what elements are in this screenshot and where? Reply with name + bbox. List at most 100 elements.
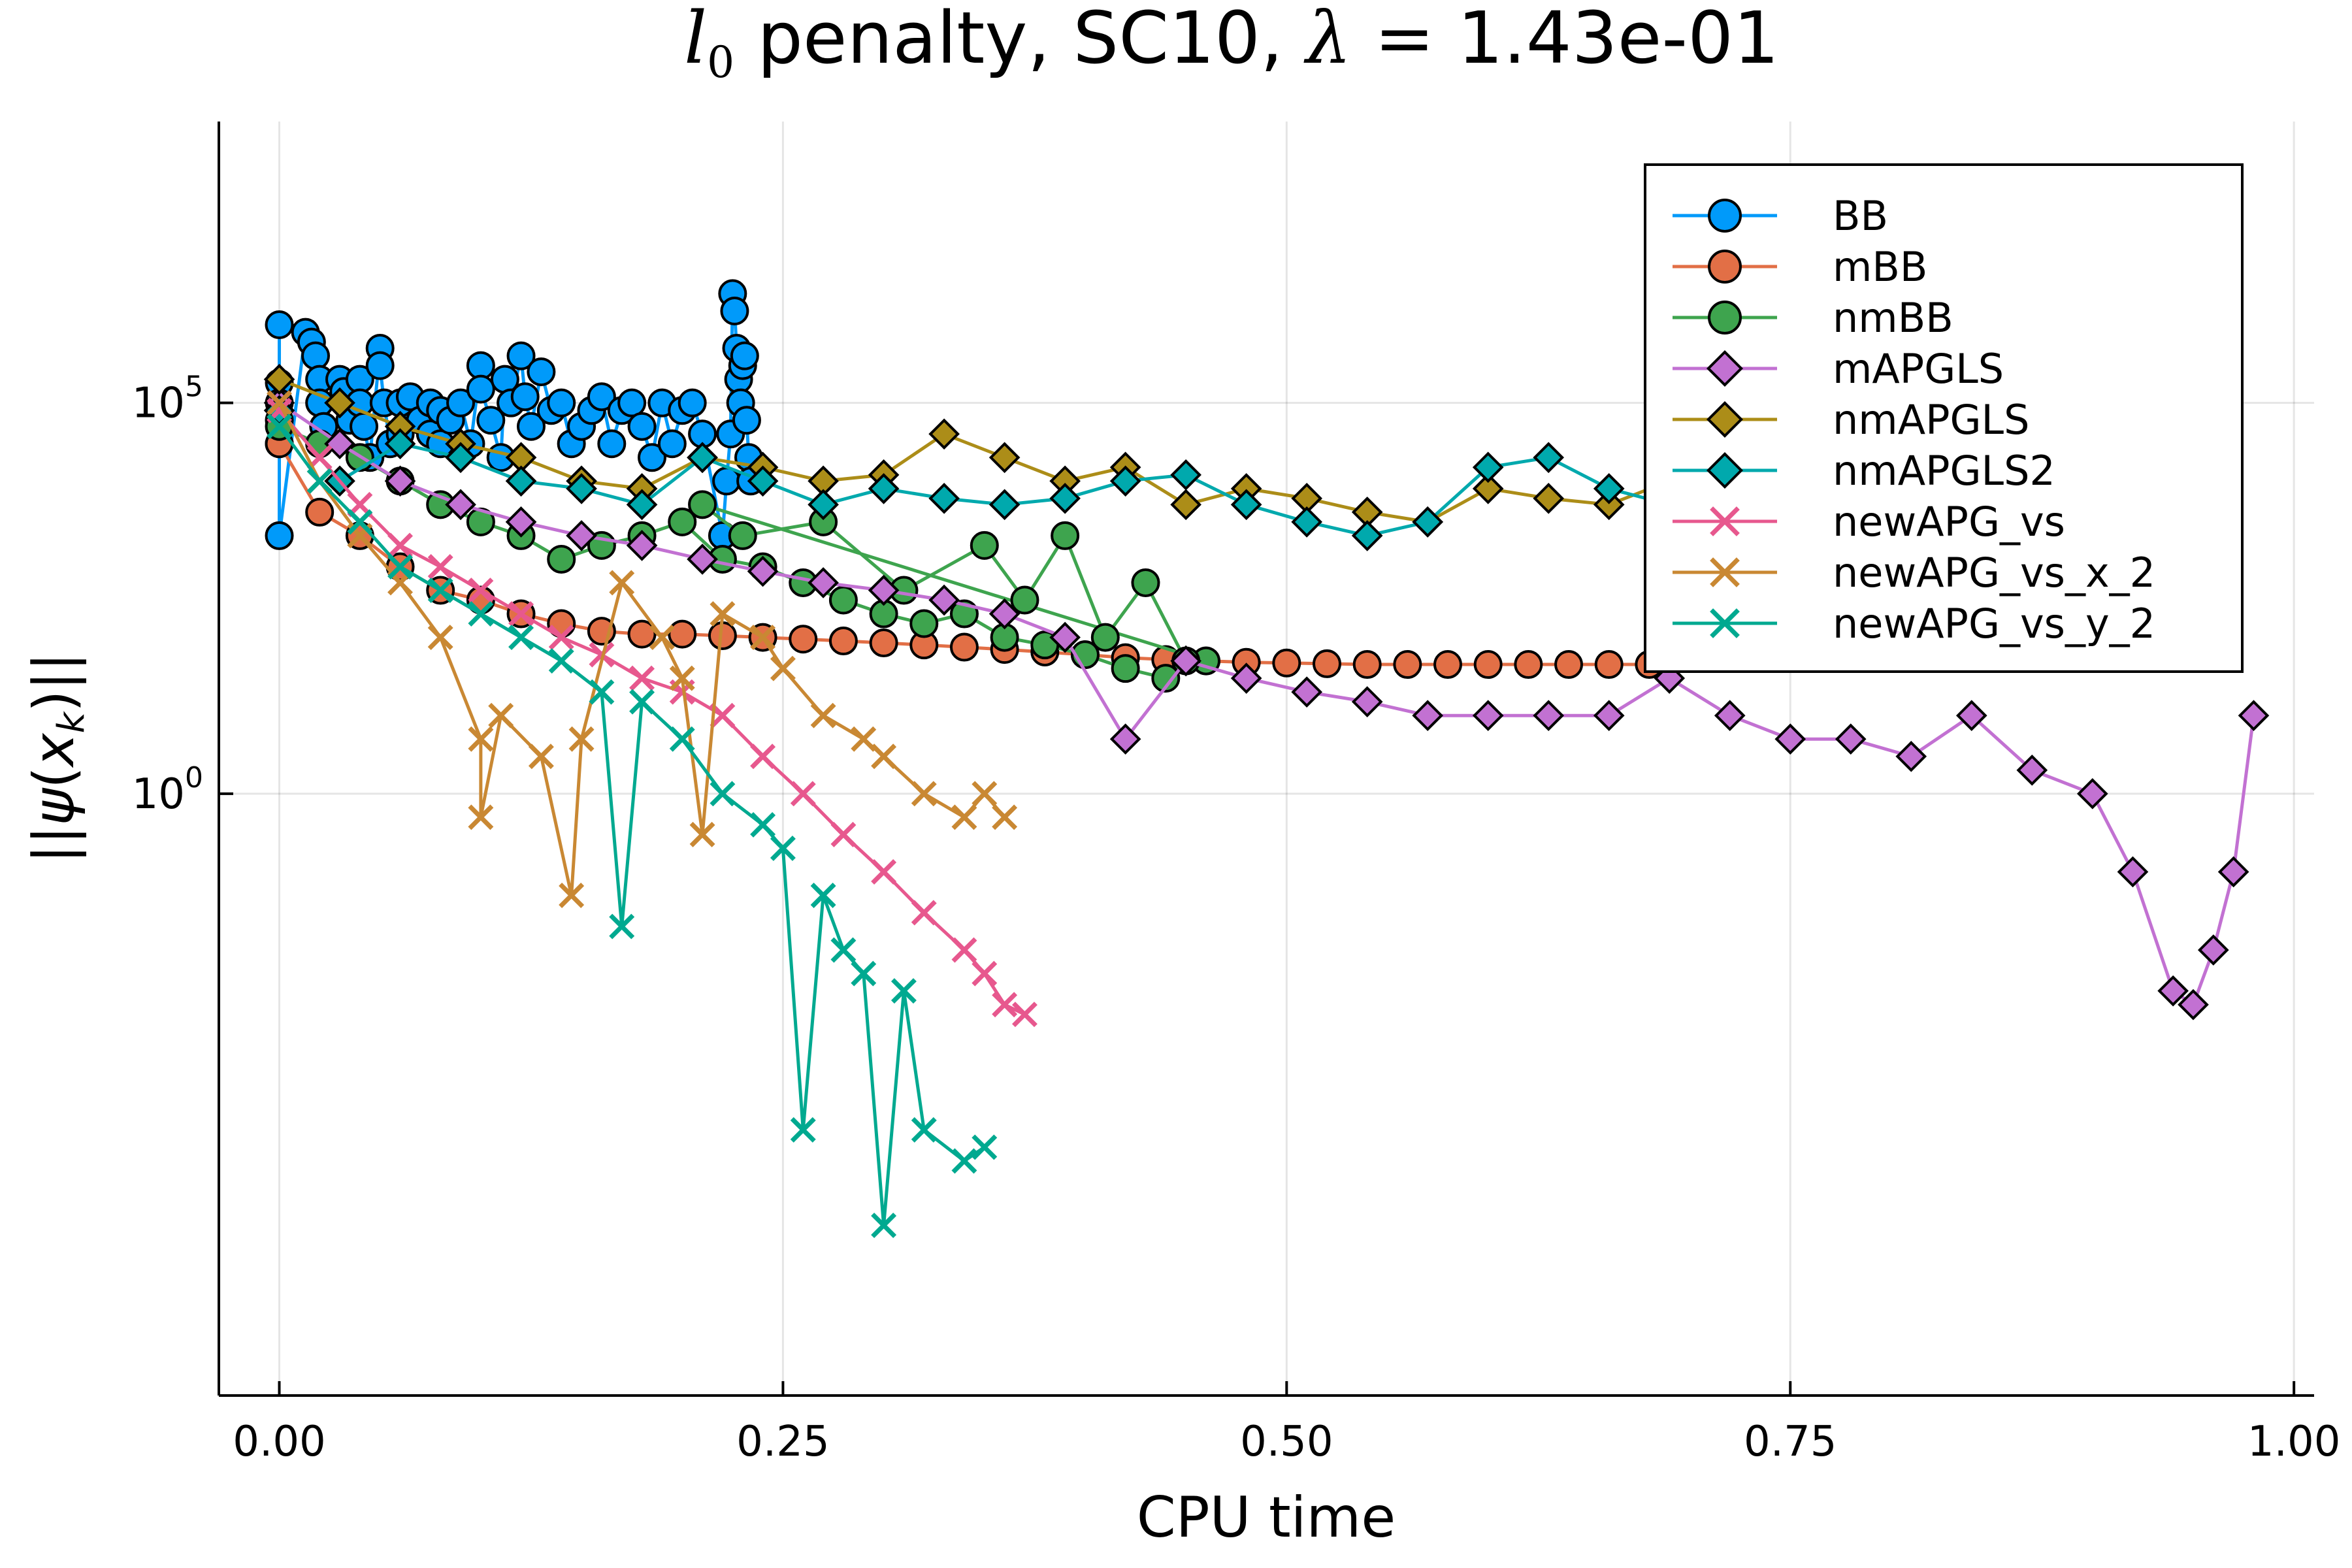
data-point-mapgls (1472, 700, 1504, 732)
data-point-newapg-vs-y-2 (911, 1117, 937, 1143)
data-point-mapgls (2076, 778, 2108, 809)
series-newapg-vs-y-2 (267, 414, 998, 1239)
data-point-newapg-vs (972, 960, 998, 987)
data-point-bb (657, 429, 687, 459)
data-point-bb (627, 412, 657, 441)
x-tick-label: 1.00 (2247, 1418, 2341, 1466)
data-point-bb (617, 388, 647, 417)
data-point-bb (466, 374, 495, 404)
data-point-nmapgls2 (566, 473, 597, 504)
data-point-mbb (869, 629, 898, 658)
data-point-nmapgls2 (988, 489, 1021, 521)
data-point-mapgls (1412, 700, 1444, 732)
data-point-newapg-vs-x-2 (710, 601, 736, 627)
data-point-nmbb (970, 531, 999, 560)
x-tick-label: 0.00 (233, 1418, 326, 1466)
data-point-nmbb (1151, 664, 1181, 693)
series-bb (265, 279, 766, 550)
data-point-mbb (627, 619, 657, 649)
data-point-newapg-vs-y-2 (609, 913, 635, 939)
data-point-nmbb (1010, 585, 1039, 615)
legend-entry-newapg-vs-x-2: newAPG_vs_x_2 (1673, 549, 2155, 596)
data-point-bb (637, 443, 666, 472)
data-point-mapgls (747, 555, 779, 587)
legend-label: BB (1833, 192, 1888, 240)
data-point-mapgls (1351, 686, 1383, 717)
series-newapg-vs-x-2 (267, 390, 1018, 908)
data-point-mapgls (2117, 856, 2149, 888)
data-point-nmbb (668, 507, 697, 536)
data-point-mapgls (384, 465, 416, 497)
data-point-nmapgls2 (384, 428, 416, 460)
data-point-newapg-vs-y-2 (750, 811, 776, 838)
data-point-mbb (1393, 650, 1422, 679)
legend-label: nmAPGLS2 (1833, 447, 2055, 495)
data-point-newapg-vs-x-2 (609, 570, 635, 596)
data-point-newapg-vs-x-2 (568, 726, 595, 752)
data-point-newapg-vs-x-2 (851, 726, 877, 752)
legend-entry-newapg-vs-y-2: newAPG_vs_y_2 (1673, 600, 2155, 647)
legend-marker (1710, 506, 1740, 536)
data-point-mapgls (1955, 700, 1987, 732)
data-point-newapg-vs (911, 900, 937, 926)
data-point-nmapgls2 (1109, 465, 1141, 497)
data-point-newapg-vs-x-2 (528, 743, 554, 770)
data-point-mapgls (324, 428, 355, 460)
data-point-mapgls (928, 584, 960, 616)
data-point-newapg-vs-y-2 (629, 689, 655, 715)
data-point-newapg-vs-x-2 (972, 781, 998, 807)
data-point-mapgls (988, 598, 1021, 630)
data-point-bb (516, 412, 546, 441)
legend-marker (1706, 400, 1744, 438)
chart-title: l0 penalty, SC10, λ = 1.43e-01 (684, 0, 1779, 88)
data-point-nmbb (547, 544, 576, 574)
data-point-nmapgls2 (1230, 489, 1262, 521)
legend-label: newAPG_vs (1833, 498, 2065, 546)
data-point-newapg-vs-x-2 (871, 743, 897, 770)
data-point-newapg-vs-y-2 (508, 625, 534, 651)
legend-entry-bb: BB (1673, 192, 1888, 240)
data-point-bb (466, 351, 495, 380)
data-point-newapg-vs-y-2 (267, 414, 292, 440)
data-point-mapgls (1533, 700, 1565, 732)
data-point-mapgls (2157, 975, 2189, 1007)
data-point-nmbb (1051, 521, 1080, 550)
data-point-nmapgls (1533, 483, 1565, 514)
data-point-mapgls (1109, 723, 1141, 755)
data-point-newapg-vs-y-2 (589, 679, 615, 705)
data-point-bb (732, 406, 761, 435)
data-point-newapg-vs-y-2 (306, 468, 333, 494)
data-point-mbb (1352, 650, 1382, 679)
data-point-nmapgls (1593, 489, 1625, 521)
series-line-nmapgls2 (278, 409, 1912, 602)
data-point-nmapgls2 (1412, 506, 1444, 538)
data-point-newapg-vs-x-2 (750, 625, 776, 651)
data-point-newapg-vs-y-2 (830, 937, 857, 963)
legend-label: newAPG_vs_y_2 (1833, 600, 2155, 647)
data-point-newapg-vs (750, 743, 776, 770)
data-point-mbb (1514, 650, 1543, 679)
data-point-bb (476, 406, 506, 435)
x-tick-label: 0.75 (1744, 1418, 1837, 1466)
data-point-nmapgls2 (1170, 459, 1201, 491)
data-point-mbb (1554, 650, 1584, 679)
legend-marker (1710, 608, 1740, 638)
data-point-newapg-vs-y-2 (770, 835, 796, 861)
legend-label: mBB (1833, 243, 1927, 291)
data-point-bb (265, 310, 294, 340)
data-point-newapg-vs (790, 781, 816, 807)
data-point-nmapgls2 (1049, 483, 1081, 514)
data-point-newapg-vs (992, 992, 1018, 1018)
data-point-newapg-vs-y-2 (890, 978, 917, 1004)
data-point-nmapgls (988, 442, 1021, 474)
data-point-newapg-vs-y-2 (790, 1117, 816, 1143)
data-point-mbb (949, 632, 979, 662)
data-point-nmbb (1131, 568, 1160, 597)
data-point-nmapgls2 (1593, 473, 1625, 504)
data-point-newapg-vs-x-2 (951, 804, 977, 830)
data-point-bb (730, 341, 759, 370)
legend-label: nmBB (1833, 294, 1953, 342)
data-point-nmapgls2 (687, 442, 718, 474)
data-point-mapgls (1170, 645, 1201, 677)
data-point-bb (365, 351, 395, 380)
